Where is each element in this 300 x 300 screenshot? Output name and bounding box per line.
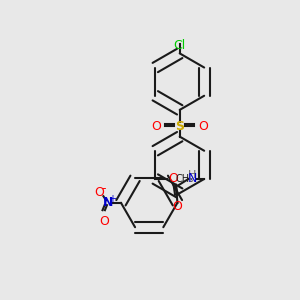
Text: Cl: Cl <box>174 39 186 52</box>
Text: O: O <box>172 200 182 213</box>
Text: S: S <box>175 120 184 133</box>
Text: CH₃: CH₃ <box>175 174 193 184</box>
Text: O: O <box>94 186 104 199</box>
Text: N: N <box>103 196 114 209</box>
Text: O: O <box>168 172 178 185</box>
Text: H: H <box>188 170 196 180</box>
Text: N: N <box>188 172 197 185</box>
Text: O: O <box>198 120 208 133</box>
Text: O: O <box>151 120 161 133</box>
Text: O: O <box>99 214 109 228</box>
Text: +: + <box>108 194 116 204</box>
Text: -: - <box>102 182 106 195</box>
